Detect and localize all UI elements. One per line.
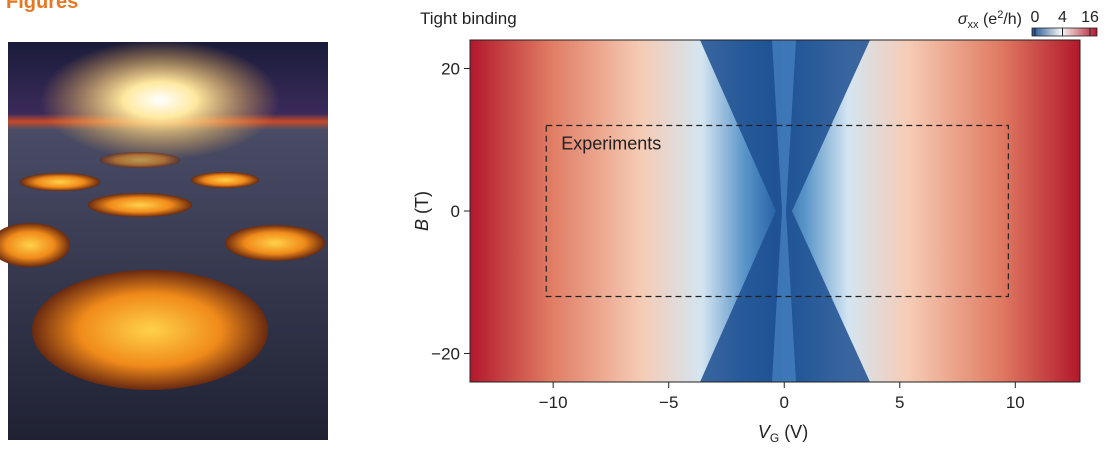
colorbar-superscript: 2 (997, 9, 1003, 21)
annotation-label: Experiments (561, 134, 661, 154)
x-tick-label: −5 (659, 393, 678, 412)
heatmap-image (470, 40, 1080, 382)
x-tick-label: 0 (780, 393, 789, 412)
cover-illustration (0, 40, 328, 440)
x-label-unit: (V) (784, 422, 808, 442)
x-tick-label: 10 (1006, 393, 1025, 412)
x-label-subscript: G (770, 431, 779, 445)
y-label-unit: (T) (412, 191, 432, 214)
colorbar-label: σxx (e2/h) (958, 9, 1022, 32)
x-tick-label: 5 (895, 393, 904, 412)
colorbar-tick-label: 0 (1031, 9, 1040, 26)
section-title: Figures (6, 0, 78, 13)
colorbar-tick-label: 16 (1081, 9, 1099, 26)
y-axis-label: B (T) (412, 191, 432, 231)
x-label-symbol: V (758, 422, 772, 442)
y-tick-label: −20 (431, 345, 460, 364)
colorbar-symbol: σ (958, 11, 969, 28)
colorbar-subscript: xx (968, 19, 980, 31)
y-tick-label: 20 (441, 60, 460, 79)
x-tick-label: −10 (539, 393, 568, 412)
colorbar-unit-close: /h) (1003, 11, 1022, 28)
y-label-symbol: B (412, 219, 432, 231)
colorbar-unit-open: (e (983, 11, 997, 28)
colorbar (1031, 27, 1098, 37)
colorbar-tick-label: 4 (1058, 9, 1067, 26)
y-tick-label: 0 (451, 202, 460, 221)
x-axis-label: VG (V) (758, 422, 808, 446)
annotation-box (545, 124, 1009, 298)
chart-title: Tight binding (420, 9, 517, 28)
